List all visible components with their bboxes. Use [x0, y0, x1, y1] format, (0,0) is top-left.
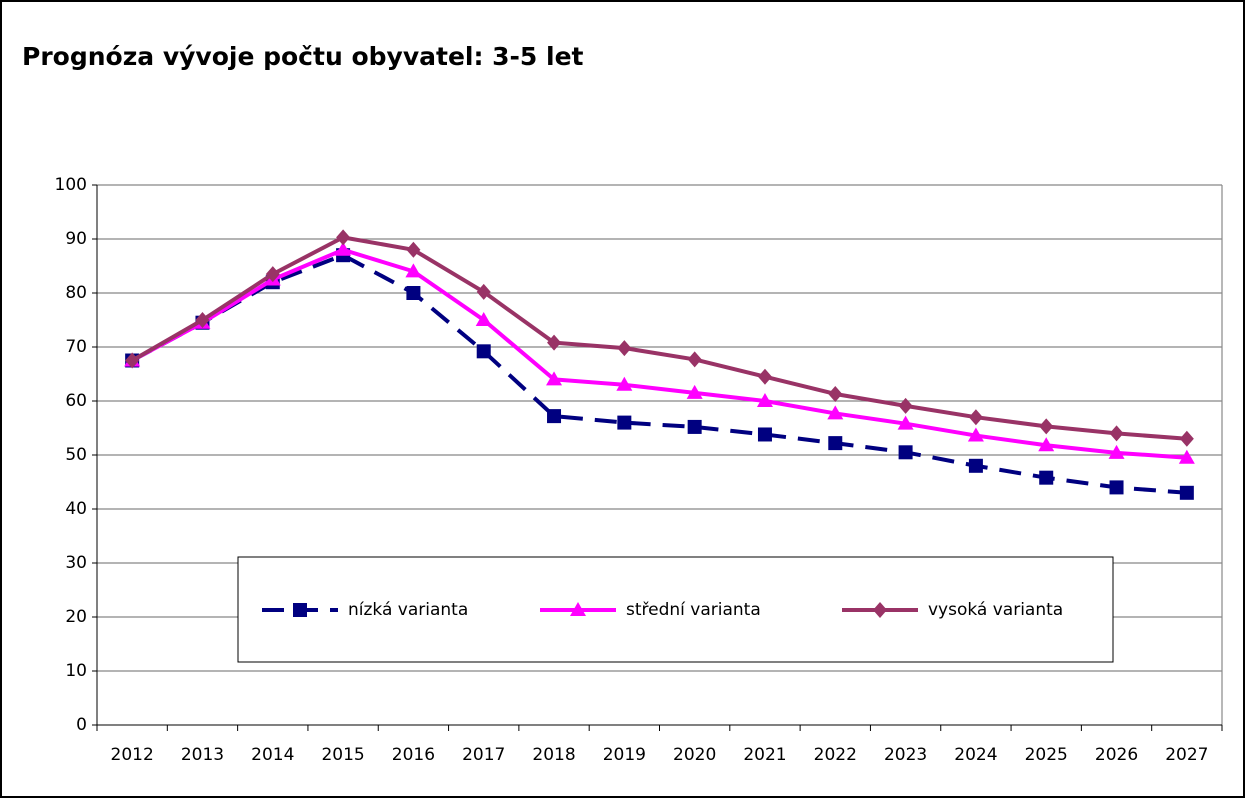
y-tick-label: 70: [65, 337, 87, 357]
x-tick-label: 2016: [392, 745, 435, 765]
marker: [1039, 418, 1054, 435]
y-tick-label: 20: [65, 607, 87, 627]
marker: [968, 458, 983, 473]
marker: [1038, 437, 1055, 452]
marker: [405, 263, 422, 278]
marker: [687, 351, 702, 368]
x-tick-label: 2018: [532, 745, 575, 765]
y-tick-label: 100: [55, 175, 87, 195]
y-tick-label: 10: [65, 661, 87, 681]
marker: [757, 427, 772, 442]
y-tick-label: 0: [76, 715, 87, 735]
legend-label: nízká varianta: [348, 600, 468, 620]
y-tick-label: 50: [65, 445, 87, 465]
series-line: [131, 247, 1187, 460]
x-tick-label: 2015: [321, 745, 364, 765]
marker: [1179, 485, 1194, 500]
y-tick-label: 60: [65, 391, 87, 411]
marker: [897, 415, 914, 430]
legend-label: vysoká varianta: [928, 600, 1063, 620]
x-tick-label: 2023: [884, 745, 927, 765]
y-tick-label: 40: [65, 499, 87, 519]
x-tick-label: 2024: [954, 745, 997, 765]
marker: [336, 229, 351, 246]
marker: [1109, 480, 1124, 495]
x-tick-label: 2012: [111, 745, 154, 765]
marker: [1179, 430, 1194, 447]
chart-title: Prognóza vývoje počtu obyvatel: 3-5 let: [22, 42, 584, 71]
y-tick-label: 80: [65, 283, 87, 303]
x-tick-label: 2013: [181, 745, 224, 765]
marker: [873, 602, 887, 618]
marker: [476, 283, 491, 300]
y-tick-label: 30: [65, 553, 87, 573]
legend-box: [237, 556, 1114, 663]
marker: [476, 344, 491, 359]
series-line: [131, 253, 1187, 495]
marker: [968, 409, 983, 426]
marker: [546, 371, 563, 386]
marker: [898, 397, 913, 414]
marker: [335, 241, 352, 256]
x-tick-label: 2027: [1165, 745, 1208, 765]
x-tick-label: 2019: [603, 745, 646, 765]
marker: [617, 415, 632, 430]
x-tick-label: 2025: [1025, 745, 1068, 765]
marker: [616, 376, 633, 391]
marker: [406, 241, 421, 258]
marker: [757, 368, 772, 385]
x-tick-label: 2017: [462, 745, 505, 765]
y-tick-label: 90: [65, 229, 87, 249]
marker: [1109, 425, 1124, 442]
marker: [686, 384, 703, 399]
marker: [195, 312, 210, 328]
marker: [756, 393, 773, 407]
marker: [827, 405, 844, 420]
marker: [617, 340, 632, 357]
marker: [125, 352, 140, 369]
marker: [475, 312, 492, 326]
marker: [1108, 444, 1125, 459]
marker: [1178, 449, 1195, 464]
marker: [293, 603, 307, 617]
series-line: [131, 235, 1187, 441]
marker: [265, 266, 280, 283]
marker: [828, 385, 843, 402]
x-tick-label: 2022: [814, 745, 857, 765]
marker: [547, 409, 562, 424]
marker: [547, 334, 562, 351]
marker: [828, 436, 843, 451]
x-tick-label: 2014: [251, 745, 294, 765]
marker: [570, 602, 586, 616]
marker: [967, 427, 984, 442]
marker: [406, 286, 421, 300]
x-tick-label: 2026: [1095, 745, 1138, 765]
marker: [687, 419, 702, 434]
legend-label: střední varianta: [626, 600, 761, 620]
x-tick-label: 2021: [743, 745, 786, 765]
marker: [1039, 470, 1054, 485]
x-tick-label: 2020: [673, 745, 716, 765]
marker: [898, 445, 913, 460]
